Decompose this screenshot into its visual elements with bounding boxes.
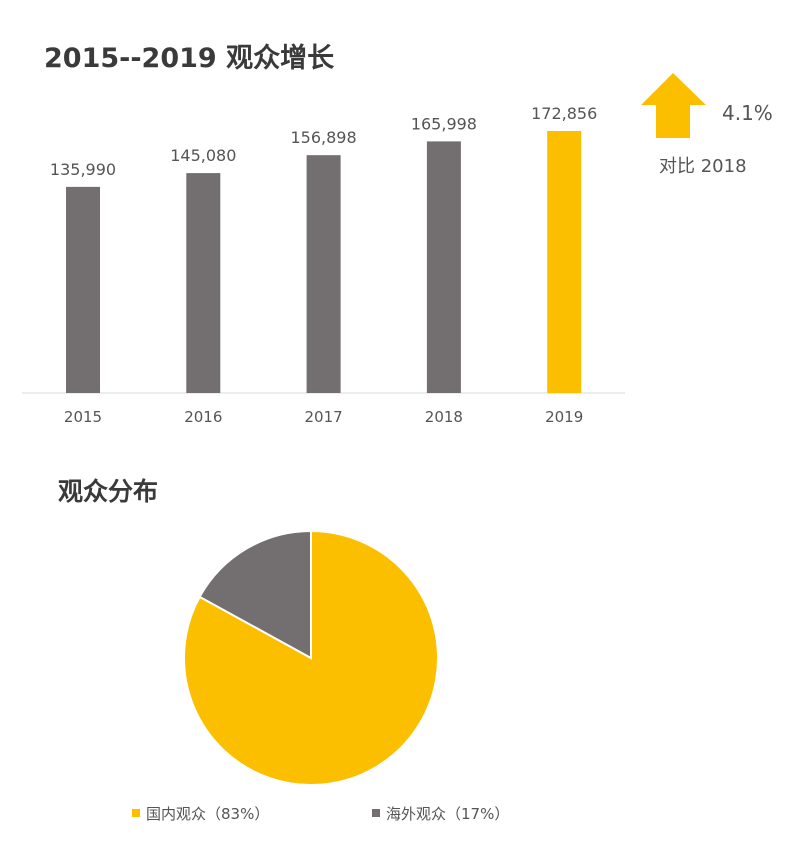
data-label-2016: 145,080: [170, 146, 236, 165]
pie-slice-17: [198, 529, 312, 660]
x-tick-label: 2015: [64, 408, 102, 426]
bar-2016: [186, 173, 221, 393]
legend-label: 海外观众（17%）: [386, 805, 509, 823]
data-label-2017: 156,898: [291, 128, 357, 147]
legend-label: 国内观众（83%）: [146, 805, 269, 823]
bar-2019: [547, 131, 582, 393]
bar-2015: [66, 186, 100, 393]
x-tick-label: 2017: [305, 408, 343, 426]
pie-chart-title: 观众分布: [58, 477, 159, 506]
bar-2018: [426, 141, 461, 393]
data-label-2019: 172,856: [531, 104, 597, 123]
bar-2017: [306, 155, 341, 393]
x-tick-label: 2018: [425, 408, 463, 426]
legend-swatch: [372, 809, 380, 817]
arrow-up-icon: [641, 73, 706, 138]
data-label-2018: 165,998: [411, 114, 477, 133]
legend-swatch: [132, 809, 140, 817]
x-tick-label: 2019: [545, 408, 583, 426]
comparison-label: 对比 2018: [659, 156, 747, 177]
data-label-2015: 135,990: [50, 160, 116, 179]
bar-chart-title: 2015--2019 观众增长: [44, 43, 335, 74]
x-tick-label: 2016: [184, 408, 222, 426]
growth-percent: 4.1%: [722, 101, 773, 125]
